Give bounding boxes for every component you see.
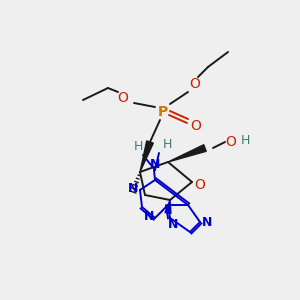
Text: H: H <box>162 139 172 152</box>
Polygon shape <box>140 141 153 172</box>
Text: N: N <box>168 218 178 232</box>
Text: H: H <box>240 134 250 146</box>
Text: N: N <box>150 158 160 172</box>
Text: O: O <box>190 119 201 133</box>
Text: H: H <box>133 140 143 154</box>
Text: N: N <box>144 209 154 223</box>
Text: O: O <box>118 91 128 105</box>
Text: N: N <box>202 215 212 229</box>
Polygon shape <box>165 200 171 214</box>
Polygon shape <box>168 145 206 162</box>
Text: O: O <box>226 135 236 149</box>
Text: P: P <box>158 105 168 119</box>
Text: O: O <box>190 77 200 91</box>
Text: O: O <box>195 178 206 192</box>
Text: N: N <box>128 182 138 194</box>
